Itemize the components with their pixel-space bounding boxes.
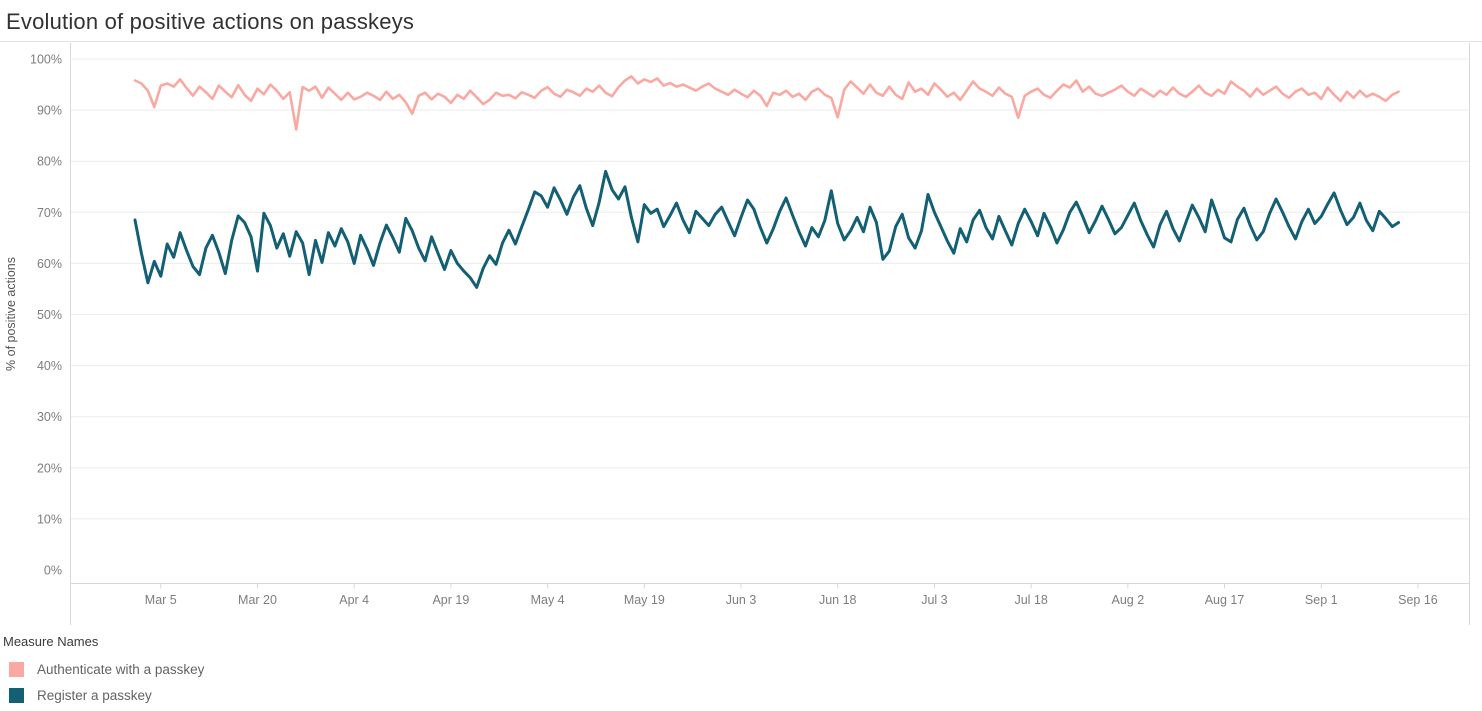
y-tick-label: 0% <box>44 564 62 578</box>
x-tick-label: May 19 <box>624 593 665 607</box>
legend-swatch-authenticate <box>9 661 24 677</box>
y-tick-label: 70% <box>37 206 62 220</box>
x-tick-label: Jun 18 <box>819 593 857 607</box>
x-tick-label: Apr 19 <box>432 593 469 607</box>
y-tick-label: 90% <box>37 104 62 118</box>
y-tick-label: 50% <box>37 308 62 322</box>
series-line-1[interactable] <box>133 169 1401 289</box>
legend-title: Measure Names <box>3 634 99 649</box>
x-tick-label: Mar 5 <box>145 593 177 607</box>
line-chart[interactable]: 0% 10% 20% 30% 40% 50% 60% 70% 80% 90% 100% Mar 5 Ma… <box>0 41 1482 631</box>
chart-svg[interactable]: 0% 10% 20% 30% 40% 50% 60% 70% 80% 90% 100% Mar 5 Ma… <box>0 41 1482 631</box>
x-tick-label: Sep 16 <box>1398 593 1438 607</box>
x-tick-label: Mar 20 <box>238 593 277 607</box>
y-tick-label: 30% <box>37 410 62 424</box>
x-tick-label: Aug 2 <box>1112 593 1145 607</box>
y-tick-label: 60% <box>37 257 62 271</box>
x-tick-label: Jul 18 <box>1014 593 1047 607</box>
series-line-0[interactable] <box>133 75 1400 131</box>
legend-item-label: Register a passkey <box>37 687 152 703</box>
x-tick-label: Aug 17 <box>1205 593 1245 607</box>
legend-item-register[interactable]: Register a passkey <box>3 682 1482 708</box>
y-axis-title: % of positive actions <box>4 257 18 371</box>
y-tick-label: 10% <box>37 512 62 526</box>
legend: Measure Names Authenticate with a passke… <box>0 631 1482 708</box>
x-tick-label: Jun 3 <box>726 593 757 607</box>
y-tick-label: 40% <box>37 359 62 373</box>
page-title: Evolution of positive actions on passkey… <box>6 9 415 34</box>
x-tick-label: Jul 3 <box>921 593 947 607</box>
y-tick-label: 20% <box>37 461 62 475</box>
y-tick-label: 80% <box>37 155 62 169</box>
legend-item-authenticate[interactable]: Authenticate with a passkey <box>3 656 1482 682</box>
x-tick-label: Sep 1 <box>1305 593 1338 607</box>
legend-swatch-register <box>9 687 24 703</box>
x-tick-label: Apr 4 <box>339 593 369 607</box>
x-tick-label: May 4 <box>531 593 565 607</box>
legend-item-label: Authenticate with a passkey <box>37 661 205 677</box>
y-tick-label: 100% <box>30 53 62 67</box>
